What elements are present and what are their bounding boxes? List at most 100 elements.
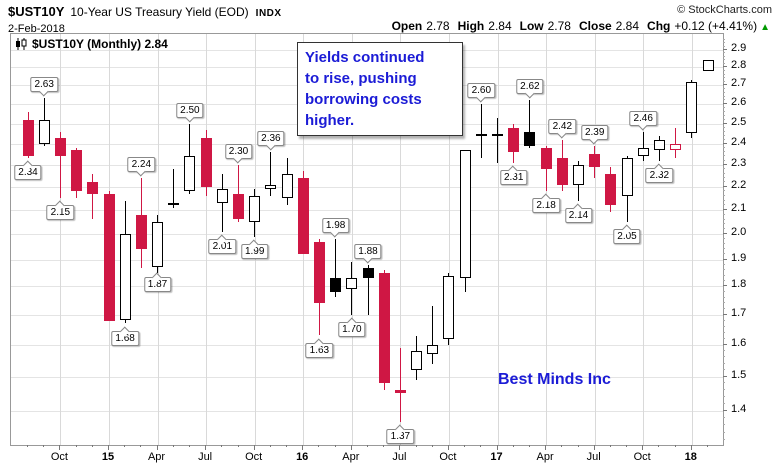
y-axis-minor-tick <box>723 106 725 108</box>
candle-body <box>249 196 261 222</box>
price-callout: 2.15 <box>46 205 75 221</box>
h-gridline <box>11 286 723 288</box>
candle-wick <box>238 164 239 222</box>
close-label: Close <box>578 19 612 33</box>
candle-wick <box>92 173 94 220</box>
low-label: Low <box>519 19 544 33</box>
candle-body <box>378 272 390 384</box>
y-axis-label: 1.4 <box>731 402 747 415</box>
y-axis-label: 2.9 <box>731 42 747 54</box>
x-axis-tick <box>658 445 660 447</box>
price-callout: 1.99 <box>240 243 269 259</box>
candle-body <box>605 173 617 206</box>
y-axis-minor-tick <box>723 138 725 140</box>
candle-body <box>71 150 83 192</box>
candle-body <box>427 344 439 355</box>
x-axis-tick <box>561 445 563 447</box>
x-axis-tick <box>480 445 482 447</box>
candle-body <box>200 137 212 187</box>
candle-body <box>216 189 228 203</box>
x-axis-tick <box>528 445 530 447</box>
y-axis-minor-tick <box>723 223 725 225</box>
price-callout: 2.50 <box>176 102 204 118</box>
high-value: 2.84 <box>488 19 512 33</box>
y-axis-minor-tick <box>723 319 725 321</box>
change-value: +0.12 (+4.41%) <box>674 19 758 33</box>
x-axis-tick <box>415 445 417 447</box>
x-axis-tick <box>577 445 579 447</box>
x-axis-tick <box>690 445 692 450</box>
y-axis-minor-tick <box>723 99 725 101</box>
y-axis-minor-tick <box>723 369 725 371</box>
x-axis-label: Apr <box>536 451 554 463</box>
candle-body <box>297 178 309 255</box>
y-axis-label: 1.6 <box>731 336 747 349</box>
y-axis-tick <box>723 209 727 210</box>
candle-body <box>524 131 536 146</box>
price-callout: 2.62 <box>516 79 544 95</box>
copyright: © StockCharts.com <box>677 4 772 16</box>
h-gridline <box>11 143 723 145</box>
y-axis-minor-tick <box>723 396 725 397</box>
y-axis-minor-tick <box>723 134 725 136</box>
candle-body <box>540 147 552 170</box>
y-axis-minor-tick <box>723 331 725 333</box>
x-axis-label: Oct <box>439 451 457 463</box>
x-axis-tick <box>286 445 287 447</box>
candle-body <box>670 143 682 150</box>
y-axis-label: 2.7 <box>731 77 747 90</box>
x-axis-tick <box>383 445 385 447</box>
x-axis-tick <box>399 445 401 450</box>
y-axis-tick <box>723 285 727 287</box>
h-gridline <box>11 410 723 412</box>
x-axis-label: 17 <box>490 451 503 463</box>
y-axis-minor-tick <box>723 269 725 271</box>
candle-body <box>103 193 115 321</box>
price-callout: 2.05 <box>613 228 641 244</box>
watermark-text: Best Minds Inc <box>498 371 611 388</box>
x-axis-label: Oct <box>633 451 651 463</box>
x-axis-tick <box>512 445 514 447</box>
price-callout: 2.36 <box>257 131 285 147</box>
price-callout: 1.88 <box>354 243 382 259</box>
price-callout: 2.39 <box>580 124 609 140</box>
y-axis-minor-tick <box>723 337 725 339</box>
h-gridline <box>11 314 723 316</box>
y-axis-minor-tick <box>723 243 725 245</box>
y-axis-minor-tick <box>723 181 725 183</box>
x-axis-tick <box>609 445 611 447</box>
y-axis-minor-tick <box>723 69 725 71</box>
y-axis-minor-tick <box>723 80 725 82</box>
x-axis-tick <box>205 445 207 450</box>
h-gridline <box>11 186 723 188</box>
y-axis-label: 1.5 <box>731 368 747 381</box>
candle-wick <box>497 117 498 163</box>
price-callout: 2.18 <box>532 198 560 214</box>
price-callout: 2.24 <box>127 157 156 172</box>
h-gridline <box>11 210 723 211</box>
y-axis-minor-tick <box>723 296 725 298</box>
y-axis-tick <box>723 185 727 187</box>
y-axis-minor-tick <box>723 238 725 240</box>
candle-wick <box>432 306 434 364</box>
y-axis-tick <box>723 375 727 377</box>
y-axis-tick <box>723 409 727 411</box>
x-axis-label: Jul <box>586 451 601 463</box>
y-axis-label: 2.6 <box>731 96 747 109</box>
y-axis-minor-tick <box>723 168 725 170</box>
y-axis-minor-tick <box>723 431 725 433</box>
x-axis-label: 15 <box>101 451 115 463</box>
x-axis-tick <box>253 445 255 450</box>
candle-body <box>233 193 244 220</box>
candle-body <box>346 278 358 290</box>
y-axis-label: 2.4 <box>731 135 747 148</box>
price-callout: 2.63 <box>30 77 58 93</box>
x-axis-label: Oct <box>50 451 68 463</box>
change-up-icon: ▲ <box>760 22 770 33</box>
candle-body <box>362 267 374 279</box>
y-axis-minor-tick <box>723 204 725 206</box>
y-axis-minor-tick <box>723 263 725 265</box>
candle-wick <box>335 239 337 298</box>
y-axis-tick <box>723 66 727 68</box>
